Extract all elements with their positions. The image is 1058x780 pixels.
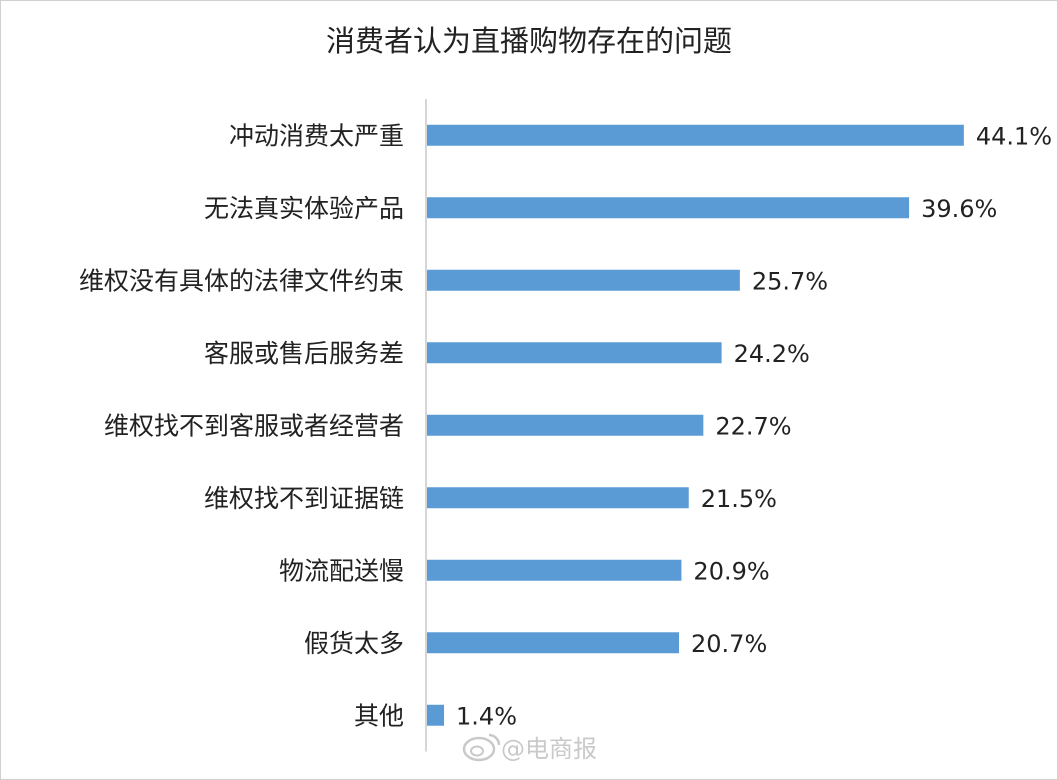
value-label: 24.2%: [734, 340, 810, 368]
value-label: 20.7%: [691, 630, 767, 658]
category-label: 维权找不到证据链: [204, 484, 404, 513]
value-label: 25.7%: [752, 267, 828, 295]
bar: [427, 269, 740, 291]
value-label: 1.4%: [456, 702, 517, 730]
category-label: 物流配送慢: [279, 556, 404, 585]
bar: [427, 124, 964, 146]
watermark: @电商报: [462, 733, 597, 763]
category-label: 其他: [354, 701, 404, 730]
value-label: 39.6%: [921, 195, 997, 223]
category-label: 无法真实体验产品: [204, 194, 404, 223]
chart-title: 消费者认为直播购物存在的问题: [326, 24, 732, 58]
bar: [427, 632, 679, 654]
bar: [427, 197, 910, 219]
weibo-icon: [462, 733, 501, 762]
category-label: 冲动消费太严重: [229, 121, 404, 150]
bar: [427, 487, 689, 509]
watermark-text: @电商报: [501, 735, 597, 763]
value-label: 20.9%: [693, 557, 769, 585]
bar: [427, 704, 445, 726]
category-label: 维权找不到客服或者经营者: [104, 411, 404, 440]
category-label: 维权没有具体的法律文件约束: [79, 266, 404, 295]
bar: [427, 414, 704, 436]
value-label: 22.7%: [715, 412, 791, 440]
value-label: 44.1%: [976, 122, 1052, 150]
category-label: 客服或售后服务差: [204, 339, 404, 368]
bar: [427, 559, 682, 581]
value-label: 21.5%: [701, 485, 777, 513]
bar: [427, 342, 722, 364]
bar-group: 冲动消费太严重 44.1% 无法真实体验产品 39.6% 维权没有具体的法律文件约束 25…: [79, 121, 1052, 730]
category-label: 假货太多: [304, 629, 404, 658]
